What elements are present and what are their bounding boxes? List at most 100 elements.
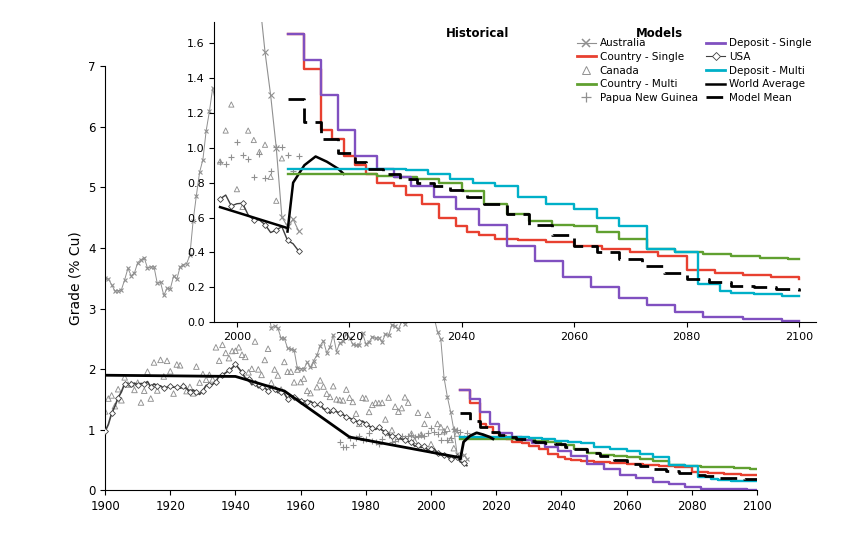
Point xyxy=(229,347,242,355)
Point xyxy=(349,433,362,442)
Point xyxy=(300,386,314,395)
Point xyxy=(167,389,180,398)
Point xyxy=(408,436,421,445)
Point xyxy=(366,436,379,445)
Point xyxy=(196,370,209,379)
Point xyxy=(124,380,138,388)
Point xyxy=(398,434,411,442)
Point xyxy=(128,386,141,395)
Legend: Australia, Country - Single, Canada, Country - Multi, Papua New Guinea, Deposit : Australia, Country - Single, Canada, Cou… xyxy=(573,34,816,107)
Point xyxy=(398,393,411,402)
Point xyxy=(219,160,232,169)
Point xyxy=(424,440,437,449)
Point xyxy=(415,430,428,439)
Point xyxy=(275,154,288,163)
Point xyxy=(235,203,249,212)
Point xyxy=(372,440,385,449)
Point xyxy=(258,141,272,149)
Point xyxy=(278,358,291,366)
Point xyxy=(241,155,255,164)
Point xyxy=(102,394,115,403)
Point xyxy=(395,404,409,413)
Point xyxy=(375,398,389,407)
Point xyxy=(307,360,320,369)
Point xyxy=(270,142,283,151)
Point xyxy=(437,427,451,436)
Point xyxy=(441,436,454,445)
Point xyxy=(264,172,278,181)
Point xyxy=(189,362,203,371)
Point xyxy=(314,376,327,385)
Point xyxy=(247,172,261,181)
Point xyxy=(304,388,317,397)
Point xyxy=(450,425,463,434)
Point xyxy=(336,396,350,405)
Point xyxy=(154,355,167,364)
Point xyxy=(157,372,171,381)
Point xyxy=(294,377,307,386)
Point xyxy=(177,381,190,390)
Point xyxy=(356,393,369,402)
Point xyxy=(405,431,418,440)
Point xyxy=(427,446,441,455)
Point xyxy=(450,429,463,438)
Point xyxy=(163,367,177,376)
Point xyxy=(405,429,418,438)
Point xyxy=(131,378,145,387)
Point xyxy=(239,353,252,361)
Point xyxy=(248,337,262,346)
Point xyxy=(108,402,122,410)
Point xyxy=(434,423,447,431)
Point xyxy=(323,392,336,401)
Point xyxy=(447,444,461,452)
Point xyxy=(180,387,193,396)
Point xyxy=(144,394,157,403)
Point xyxy=(173,361,187,370)
Point xyxy=(114,396,128,404)
Point xyxy=(118,373,131,382)
Point xyxy=(258,355,272,364)
Point xyxy=(291,365,304,374)
Point xyxy=(418,431,431,440)
Point xyxy=(395,432,409,441)
Point xyxy=(415,430,428,439)
Point xyxy=(310,383,324,392)
Point xyxy=(434,435,447,444)
Point xyxy=(460,428,473,437)
Point xyxy=(287,166,300,175)
Point xyxy=(187,389,200,398)
Y-axis label: Grade (% Cu): Grade (% Cu) xyxy=(68,231,82,325)
Point xyxy=(251,365,265,374)
Point xyxy=(320,389,333,398)
Point xyxy=(209,343,223,352)
Point xyxy=(262,344,275,353)
Point xyxy=(421,410,435,419)
Point xyxy=(444,435,458,444)
Point xyxy=(121,380,135,389)
Point xyxy=(421,429,435,437)
Point xyxy=(382,431,395,440)
Point xyxy=(206,375,220,384)
Point xyxy=(225,100,238,109)
Point xyxy=(214,157,227,166)
Point xyxy=(230,185,244,193)
Point xyxy=(232,343,246,352)
Point xyxy=(418,419,431,428)
Text: Historical: Historical xyxy=(446,26,510,40)
Point xyxy=(424,423,437,432)
Point xyxy=(219,126,232,135)
Point xyxy=(343,393,357,402)
Point xyxy=(98,407,112,416)
Point xyxy=(378,415,392,424)
Point xyxy=(431,419,444,428)
Point xyxy=(258,174,272,182)
Point xyxy=(222,354,235,363)
Point xyxy=(203,370,216,379)
Point xyxy=(247,136,261,144)
Point xyxy=(230,138,244,147)
Point xyxy=(225,153,238,161)
Point xyxy=(411,408,425,417)
Point xyxy=(241,126,255,135)
Point xyxy=(336,443,350,452)
Point xyxy=(281,151,294,160)
